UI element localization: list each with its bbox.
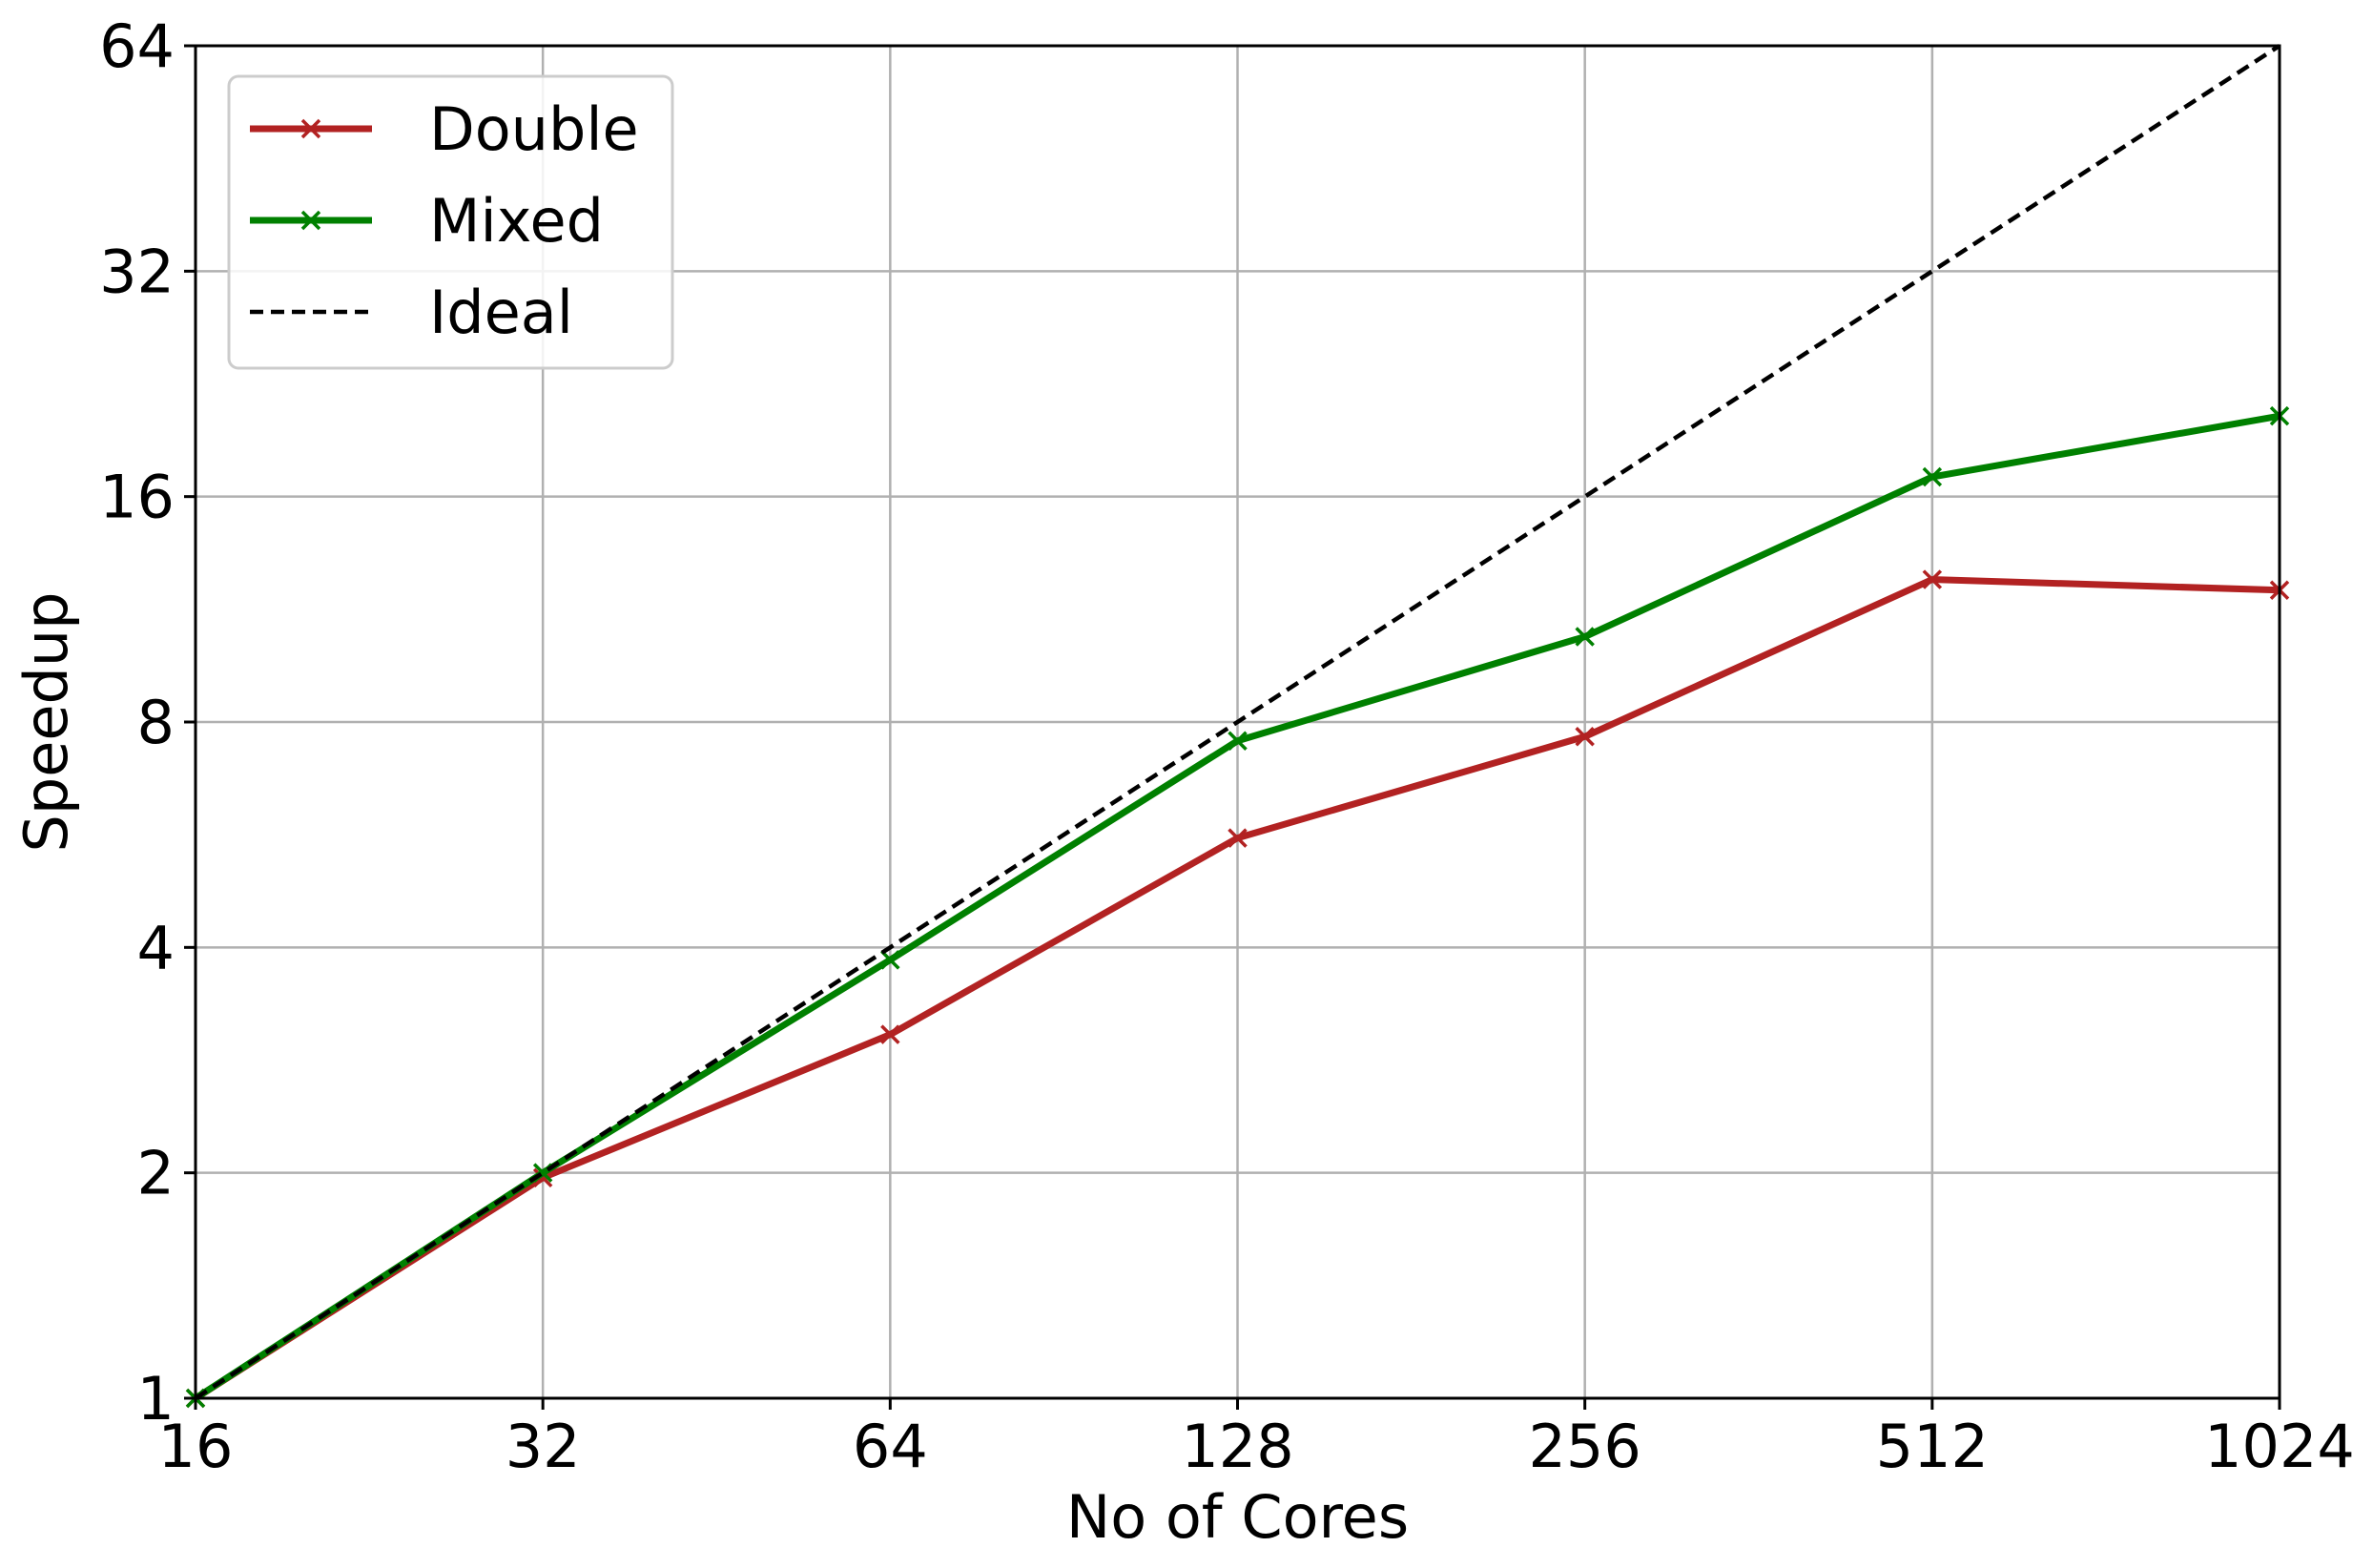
data-point-mixed: [1228, 731, 1248, 751]
legend-box: [227, 74, 674, 370]
y-tick-label: 4: [137, 913, 175, 982]
x-tick-label: 256: [1528, 1412, 1640, 1481]
x-tick-label: 16: [158, 1412, 234, 1481]
x-tick-label: 128: [1181, 1412, 1293, 1481]
x-tick-label: 512: [1876, 1412, 1989, 1481]
y-axis-label: Speedup: [11, 591, 81, 852]
series-lines: [185, 44, 2290, 1409]
series-ideal: [194, 44, 2281, 1400]
legend-label-ideal: Ideal: [429, 278, 573, 347]
data-point-double: [1575, 727, 1595, 747]
x-tick-label: 1024: [2204, 1412, 2355, 1481]
x-axis: 16 32 64 128 256 512 1024: [158, 1398, 2355, 1481]
y-axis: 1 2 4 8 16 32 64: [99, 11, 196, 1434]
legend-marker-mixed: [300, 210, 321, 231]
data-point-mixed: [880, 950, 900, 970]
y-tick-label: 1: [137, 1364, 175, 1434]
legend-marker-double: [300, 118, 321, 139]
legend-label-mixed: Mixed: [429, 186, 604, 256]
x-axis-label: No of Cores: [1066, 1482, 1409, 1552]
data-point-double: [1228, 828, 1248, 848]
data-point-mixed: [1575, 627, 1595, 647]
legend: Double Mixed Ideal: [227, 74, 674, 370]
x-tick-label: 64: [853, 1412, 928, 1481]
legend-label-double: Double: [429, 94, 639, 164]
y-tick-label: 2: [137, 1139, 175, 1208]
y-tick-label: 32: [99, 237, 175, 306]
x-tick-label: 32: [506, 1412, 581, 1481]
data-point-double: [1922, 569, 1943, 589]
y-tick-label: 8: [137, 688, 175, 757]
data-point-double: [880, 1024, 900, 1044]
y-tick-label: 64: [99, 11, 175, 81]
y-tick-label: 16: [99, 463, 175, 532]
data-point-mixed: [1922, 466, 1943, 487]
series-line-ideal: [194, 44, 2281, 1400]
